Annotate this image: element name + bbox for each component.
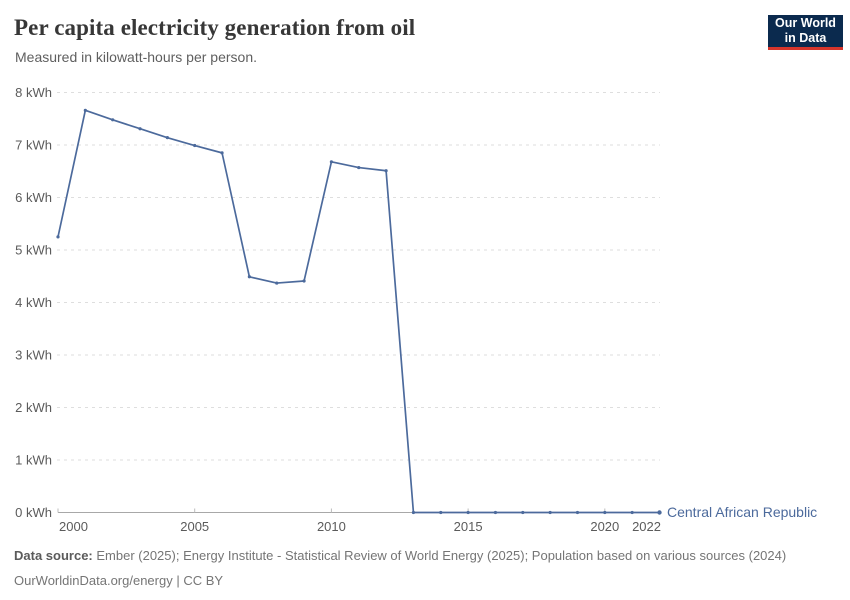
data-point[interactable] — [83, 108, 87, 112]
series-line[interactable] — [57, 109, 661, 514]
data-point[interactable] — [138, 127, 142, 131]
y-tick-label: 5 kWh — [15, 243, 52, 258]
data-point[interactable] — [56, 235, 60, 239]
x-tick-label: 2000 — [59, 519, 88, 534]
x-tick-label: 2015 — [454, 519, 483, 534]
data-point[interactable] — [439, 510, 443, 515]
owid-logo[interactable]: Our World in Data — [768, 15, 843, 50]
data-point[interactable] — [357, 165, 361, 170]
chart-header: Per capita electricity generation from o… — [14, 14, 754, 66]
license-line[interactable]: OurWorldinData.org/energy | CC BY — [14, 573, 224, 588]
y-tick-label: 8 kWh — [15, 85, 52, 100]
data-point[interactable] — [329, 160, 334, 164]
y-tick-label: 0 kWh — [15, 505, 52, 520]
data-point[interactable] — [493, 510, 498, 515]
data-source-text: Ember (2025); Energy Institute - Statist… — [92, 548, 787, 563]
y-tick-label: 1 kWh — [15, 453, 52, 468]
y-tick-label: 2 kWh — [15, 400, 52, 415]
data-point[interactable] — [275, 281, 279, 285]
data-point[interactable] — [575, 510, 580, 515]
data-point[interactable] — [302, 279, 306, 283]
data-source-line: Data source: Ember (2025); Energy Instit… — [14, 543, 834, 568]
data-point[interactable] — [411, 510, 416, 515]
y-tick-label: 3 kWh — [15, 348, 52, 363]
y-tick-label: 4 kWh — [15, 295, 52, 310]
x-tick-label: 2022 — [632, 519, 661, 534]
line-chart-canvas[interactable]: 0 kWh 1 kWh 2 kWh 3 kWh 4 kWh 5 kWh 6 kWh 7 kWh… — [0, 0, 850, 545]
page-title: Per capita electricity generation from o… — [14, 15, 416, 40]
y-tick-label: 6 kWh — [15, 190, 52, 205]
owid-logo-line1: Our World — [775, 16, 836, 30]
x-tick-label: 2005 — [180, 519, 209, 534]
data-point[interactable] — [247, 275, 251, 279]
data-point[interactable] — [193, 143, 197, 148]
owid-logo-line2: in Data — [784, 31, 827, 45]
entity-label[interactable]: Central African Republic — [667, 504, 817, 520]
data-point[interactable] — [111, 118, 115, 122]
data-point[interactable] — [521, 510, 525, 515]
data-point[interactable] — [548, 510, 552, 515]
data-point[interactable] — [657, 510, 662, 515]
chart-subtitle: Measured in kilowatt-hours per person. — [15, 49, 258, 65]
chart-footer: Data source: Ember (2025); Energy Instit… — [14, 543, 834, 593]
x-tick-label: 2010 — [317, 519, 346, 534]
data-point[interactable] — [384, 169, 388, 173]
data-source-label: Data source: — [14, 548, 93, 563]
data-point[interactable] — [630, 510, 634, 515]
data-point[interactable] — [603, 510, 607, 515]
x-tick-label: 2020 — [590, 519, 619, 534]
y-tick-label: 7 kWh — [15, 138, 52, 153]
data-point[interactable] — [220, 151, 224, 155]
data-point[interactable] — [165, 136, 169, 140]
data-point[interactable] — [466, 510, 470, 515]
